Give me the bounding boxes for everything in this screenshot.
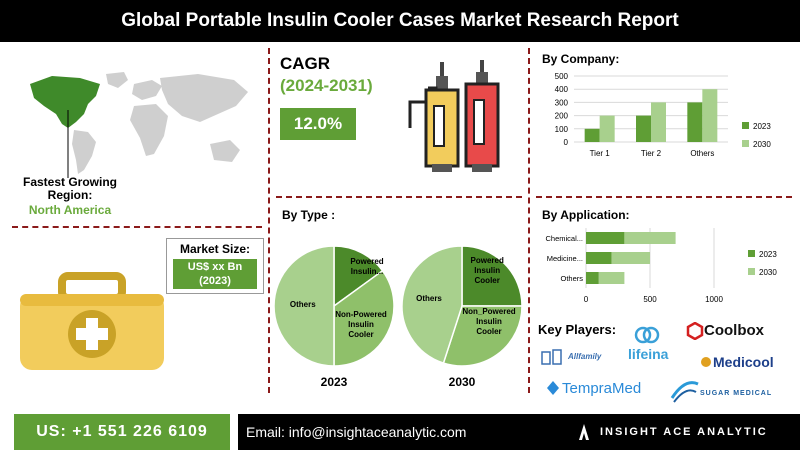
legend-swatch bbox=[748, 268, 755, 275]
legend-label: 2023 bbox=[753, 122, 771, 131]
pie-slice-label: Powered Insulin Cooler bbox=[471, 256, 504, 285]
x-tick-label: Tier 2 bbox=[641, 149, 662, 158]
logo-allfamily: Allfamily bbox=[568, 352, 602, 361]
north-america-shape bbox=[30, 76, 100, 128]
greenland-shape bbox=[106, 72, 128, 88]
y-tick-label: 500 bbox=[555, 72, 569, 81]
by-type-title: By Type : bbox=[282, 208, 336, 222]
pie-slice-label: Non-Powered Insulin Cooler bbox=[335, 310, 387, 339]
market-size-amount: US$ xx Bn bbox=[187, 261, 243, 273]
by-company-title: By Company: bbox=[542, 52, 620, 66]
logo-coolbox: Coolbox bbox=[704, 322, 764, 339]
bar bbox=[624, 232, 676, 244]
europe-shape bbox=[132, 80, 162, 100]
logo-medicool: Medicool bbox=[713, 354, 774, 370]
cagr-title: CAGR bbox=[280, 54, 331, 73]
y-tick-label: 200 bbox=[555, 112, 569, 121]
x-tick-label: Others bbox=[690, 149, 714, 158]
pie-slice bbox=[333, 269, 395, 367]
bar bbox=[599, 115, 615, 142]
bar bbox=[687, 102, 703, 142]
legend-label: 2030 bbox=[759, 268, 777, 277]
y-tick-label: Medicine... bbox=[547, 254, 583, 263]
key-players-title: Key Players: bbox=[538, 322, 617, 337]
bar bbox=[611, 252, 650, 264]
logo-sugar-medical: SUGAR MEDICAL bbox=[700, 390, 773, 397]
pie-slice bbox=[442, 305, 523, 367]
bar bbox=[702, 89, 718, 142]
pie-slice-label: Others bbox=[416, 294, 442, 303]
brand-logo-icon bbox=[579, 424, 589, 440]
y-tick-label: Others bbox=[560, 274, 583, 283]
legend-label: 2030 bbox=[753, 140, 771, 149]
asia-shape bbox=[160, 74, 248, 122]
legend-swatch bbox=[742, 122, 749, 129]
y-tick-label: Chemical... bbox=[545, 234, 583, 243]
by-type-pie-charts: Powered Insulin... Non-Powered Insulin Coole… bbox=[273, 245, 523, 389]
lifeina-logo-icon bbox=[634, 326, 660, 344]
pie-year-label: 2023 bbox=[321, 375, 348, 389]
africa-shape bbox=[130, 104, 168, 156]
pie-slice-label: Non_Powered Insulin Cooler bbox=[462, 307, 515, 336]
x-tick-label: 0 bbox=[584, 295, 589, 304]
bar bbox=[598, 272, 625, 284]
bar bbox=[636, 115, 651, 142]
pie-slice-label: Powered Insulin... bbox=[350, 257, 383, 276]
market-size-year: (2023) bbox=[199, 275, 231, 287]
pie-slice bbox=[333, 245, 384, 308]
y-tick-label: 0 bbox=[564, 138, 569, 147]
x-tick-label: 500 bbox=[643, 295, 657, 304]
bar bbox=[586, 272, 599, 284]
tempramed-logo-icon bbox=[547, 381, 559, 395]
y-tick-label: 400 bbox=[555, 85, 569, 94]
allfamily-logo-icon bbox=[541, 349, 562, 365]
fastest-growing-region-title: Fastest Growing Region: bbox=[22, 175, 117, 202]
australia-shape bbox=[210, 140, 240, 162]
y-tick-label: 100 bbox=[555, 125, 569, 134]
pie-slice-label: Others bbox=[290, 300, 316, 309]
legend-swatch bbox=[742, 140, 749, 147]
coolbox-logo-icon bbox=[686, 322, 704, 340]
y-tick-label: 300 bbox=[555, 98, 569, 107]
sugar-medical-logo-icon bbox=[670, 381, 699, 403]
by-application-bar-chart: 0 500 1000 Chemical... Medicine... Others 2023… bbox=[545, 228, 777, 304]
south-america-shape bbox=[72, 130, 96, 174]
market-size-box: Market Size: US$ xx Bn (2023) bbox=[166, 238, 264, 294]
bar bbox=[584, 128, 600, 142]
market-size-title: Market Size: bbox=[179, 242, 251, 256]
page-title: Global Portable Insulin Cooler Cases Mar… bbox=[0, 0, 800, 42]
x-tick-label: 1000 bbox=[705, 295, 723, 304]
bar bbox=[651, 102, 666, 142]
footer-brand: INSIGHT ACE ANALYTIC bbox=[566, 414, 800, 450]
pie-slice bbox=[461, 245, 523, 307]
legend-label: 2023 bbox=[759, 250, 777, 259]
logo-tempramed: TempraMed bbox=[562, 380, 642, 397]
brand-name: INSIGHT ACE ANALYTIC bbox=[600, 426, 768, 438]
footer-email[interactable]: Email: info@insightaceanalytic.com bbox=[238, 414, 566, 450]
cagr-value: 12.0% bbox=[280, 108, 356, 140]
world-map bbox=[30, 72, 248, 178]
medical-case-icon bbox=[20, 272, 164, 370]
pie-year-label: 2030 bbox=[449, 375, 476, 389]
bar bbox=[586, 252, 612, 264]
legend-swatch bbox=[748, 250, 755, 257]
fastest-growing-region-value: North America bbox=[28, 203, 112, 217]
market-size-value: US$ xx Bn (2023) bbox=[173, 259, 257, 289]
cagr-period: (2024-2031) bbox=[280, 76, 373, 95]
pie-slice bbox=[401, 245, 463, 365]
medicool-logo-icon bbox=[701, 357, 711, 367]
by-company-bar-chart: 0 100 200 300 400 500 Tier 1 Tier 2 Others 2023 20… bbox=[555, 72, 772, 158]
footer-phone: US: +1 551 226 6109 bbox=[14, 414, 230, 450]
insulin-pen-icon bbox=[408, 60, 500, 172]
pie-slice bbox=[273, 245, 335, 367]
logo-lifeina: lifeina bbox=[628, 346, 669, 362]
bar bbox=[586, 232, 625, 244]
by-application-title: By Application: bbox=[542, 208, 630, 222]
x-tick-label: Tier 1 bbox=[590, 149, 611, 158]
